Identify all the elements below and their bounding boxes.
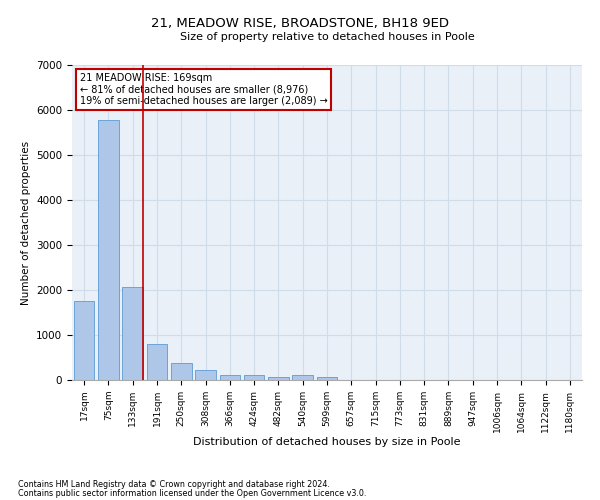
Text: Contains public sector information licensed under the Open Government Licence v3: Contains public sector information licen… [18, 488, 367, 498]
Bar [220, 375, 240, 380]
Text: 21 MEADOW RISE: 169sqm
← 81% of detached houses are smaller (8,976)
19% of semi-: 21 MEADOW RISE: 169sqm ← 81% of detached… [80, 73, 328, 106]
Bar [98, 120, 119, 380]
X-axis label: Distribution of detached houses by size in Poole: Distribution of detached houses by size … [193, 438, 461, 448]
Bar [146, 344, 167, 380]
Text: 21, MEADOW RISE, BROADSTONE, BH18 9ED: 21, MEADOW RISE, BROADSTONE, BH18 9ED [151, 18, 449, 30]
Bar [244, 375, 265, 380]
Bar [195, 370, 216, 380]
Bar [268, 377, 289, 380]
Text: Contains HM Land Registry data © Crown copyright and database right 2024.: Contains HM Land Registry data © Crown c… [18, 480, 330, 489]
Bar [122, 288, 143, 380]
Y-axis label: Number of detached properties: Number of detached properties [20, 140, 31, 304]
Bar [292, 375, 313, 380]
Bar [74, 301, 94, 380]
Bar [317, 377, 337, 380]
Bar [171, 363, 191, 380]
Title: Size of property relative to detached houses in Poole: Size of property relative to detached ho… [179, 32, 475, 42]
